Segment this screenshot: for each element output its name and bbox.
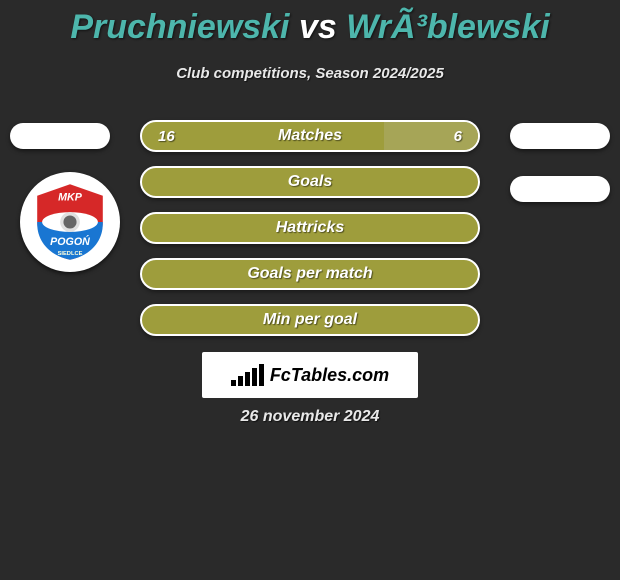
right-pill-2 xyxy=(510,176,610,202)
bar-mpg: Min per goal xyxy=(140,304,480,336)
bar-gpm: Goals per match xyxy=(140,258,480,290)
bar-mpg-label: Min per goal xyxy=(263,311,357,329)
bar-goals-label: Goals xyxy=(288,173,332,191)
bar-matches-left: 16 xyxy=(158,122,175,150)
bar-matches: 16 Matches 6 xyxy=(140,120,480,152)
title-vs: vs xyxy=(299,8,337,46)
bar-goals: Goals xyxy=(140,166,480,198)
subtitle: Club competitions, Season 2024/2025 xyxy=(0,65,620,82)
brand-chart-icon xyxy=(231,364,264,386)
bar-matches-right: 6 xyxy=(454,122,462,150)
svg-text:SIEDLCE: SIEDLCE xyxy=(58,251,83,257)
svg-text:MKP: MKP xyxy=(58,192,83,204)
bar-matches-label: Matches xyxy=(278,127,342,145)
date: 26 november 2024 xyxy=(0,408,620,426)
title-left: Pruchniewski xyxy=(70,8,289,46)
club-badge: MKP POGOŃ SIEDLCE xyxy=(20,172,120,272)
bar-matches-fill xyxy=(384,122,478,150)
bar-hattricks-label: Hattricks xyxy=(276,219,344,237)
svg-text:POGOŃ: POGOŃ xyxy=(50,235,90,248)
left-pill-1 xyxy=(10,123,110,149)
page-title: Pruchniewski vs WrÃ³blewski xyxy=(0,0,620,47)
bar-hattricks: Hattricks xyxy=(140,212,480,244)
club-badge-icon: MKP POGOŃ SIEDLCE xyxy=(29,181,111,263)
brand-box: FcTables.com xyxy=(202,352,418,398)
right-pill-1 xyxy=(510,123,610,149)
title-right: WrÃ³blewski xyxy=(346,8,549,46)
stat-bars: 16 Matches 6 Goals Hattricks Goals per m… xyxy=(140,120,480,336)
bar-gpm-label: Goals per match xyxy=(247,265,372,283)
brand-text: FcTables.com xyxy=(270,365,389,386)
